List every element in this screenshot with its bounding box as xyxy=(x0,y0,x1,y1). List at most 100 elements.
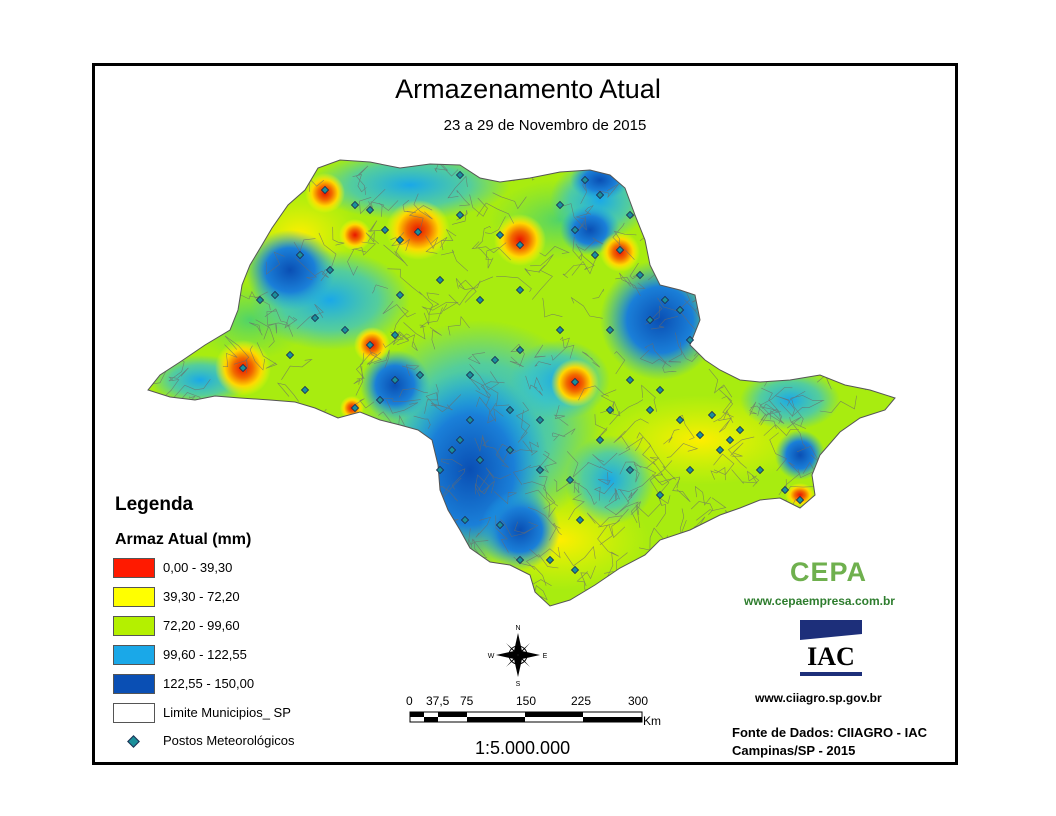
legend-label: Limite Municipios_ SP xyxy=(163,705,291,720)
station-marker xyxy=(413,227,423,237)
scale-unit: Km xyxy=(643,714,661,728)
legend-label: 39,30 - 72,20 xyxy=(163,589,240,604)
station-marker xyxy=(435,465,445,475)
station-marker xyxy=(675,415,685,425)
station-marker xyxy=(660,295,670,305)
station-marker xyxy=(570,225,580,235)
station-marker xyxy=(675,305,685,315)
station-marker xyxy=(238,363,248,373)
station-marker xyxy=(415,370,425,380)
station-marker xyxy=(615,245,625,255)
legend-subheading: Armaz Atual (mm) xyxy=(115,531,252,548)
station-marker xyxy=(605,325,615,335)
station-marker xyxy=(570,377,580,387)
legend-label: 99,60 - 122,55 xyxy=(163,647,247,662)
cepa-url: www.cepaempresa.com.br xyxy=(744,594,895,608)
station-marker xyxy=(545,555,555,565)
scale-tick: 37,5 xyxy=(426,694,450,708)
station-marker xyxy=(595,190,605,200)
station-marker xyxy=(515,285,525,295)
station-marker xyxy=(455,210,465,220)
station-marker xyxy=(555,325,565,335)
scale-tick: 300 xyxy=(628,694,649,708)
station-marker xyxy=(555,200,565,210)
station-marker xyxy=(575,515,585,525)
station-marker xyxy=(475,295,485,305)
cepa-logo: CEPA xyxy=(790,557,868,587)
north-label: N xyxy=(515,625,520,632)
north-arrow: N S E W xyxy=(488,625,548,688)
iac-url: www.ciiagro.sp.gov.br xyxy=(755,691,882,705)
station-marker xyxy=(707,410,717,420)
station-marker xyxy=(300,385,310,395)
iac-logo-text: IAC xyxy=(807,642,855,671)
station-marker xyxy=(285,350,295,360)
east-label: E xyxy=(543,653,548,660)
legend-label: 72,20 - 99,60 xyxy=(163,618,240,633)
station-marker xyxy=(535,415,545,425)
legend-swatch xyxy=(113,674,155,694)
iac-logo: IAC xyxy=(800,620,862,676)
station-marker xyxy=(695,430,705,440)
station-marker xyxy=(495,230,505,240)
legend-swatch xyxy=(113,616,155,636)
station-marker xyxy=(295,250,305,260)
station-marker xyxy=(375,395,385,405)
station-marker xyxy=(735,425,745,435)
station-marker xyxy=(795,495,805,505)
station-marker xyxy=(515,240,525,250)
station-marker xyxy=(565,475,575,485)
station-marker xyxy=(655,385,665,395)
station-marker xyxy=(350,200,360,210)
station-marker xyxy=(505,445,515,455)
scale-tick: 0 xyxy=(406,694,413,708)
station-marker xyxy=(350,403,360,413)
legend-swatch xyxy=(113,703,155,723)
station-marker xyxy=(625,210,635,220)
station-marker xyxy=(365,205,375,215)
station-marker xyxy=(655,490,665,500)
station-marker xyxy=(505,405,515,415)
station-marker xyxy=(465,370,475,380)
legend-label: 0,00 - 39,30 xyxy=(163,560,233,575)
station-marker xyxy=(340,325,350,335)
legend-heading: Legenda xyxy=(115,494,194,515)
scale-tick: 150 xyxy=(516,694,537,708)
station-marker xyxy=(590,250,600,260)
station-marker xyxy=(380,225,390,235)
station-marker xyxy=(310,313,320,323)
station-marker xyxy=(515,555,525,565)
legend-label: Postos Meteorológicos xyxy=(163,733,295,748)
station-marker xyxy=(365,340,375,350)
station-marker xyxy=(580,175,590,185)
source-line-1: Fonte de Dados: CIIAGRO - IAC xyxy=(732,725,927,740)
station-marker xyxy=(390,330,400,340)
station-marker xyxy=(465,415,475,425)
station-marker xyxy=(635,270,645,280)
station-marker xyxy=(447,445,457,455)
west-label: W xyxy=(488,653,495,660)
station-marker xyxy=(515,345,525,355)
station-marker xyxy=(395,235,405,245)
station-marker xyxy=(320,185,330,195)
station-marker xyxy=(570,565,580,575)
station-marker xyxy=(715,445,725,455)
station-marker xyxy=(725,435,735,445)
scale-tick: 225 xyxy=(571,694,592,708)
data-source: Fonte de Dados: CIIAGRO - IAC Campinas/S… xyxy=(732,724,927,760)
station-marker xyxy=(645,315,655,325)
station-marker xyxy=(270,290,280,300)
south-label: S xyxy=(516,681,521,688)
station-marker xyxy=(755,465,765,475)
station-marker xyxy=(435,275,445,285)
station-marker xyxy=(495,520,505,530)
station-marker xyxy=(780,485,790,495)
scale-tick: 75 xyxy=(460,694,474,708)
station-marker xyxy=(595,435,605,445)
station-marker xyxy=(685,465,695,475)
station-marker xyxy=(255,295,265,305)
station-marker xyxy=(625,465,635,475)
legend-swatch xyxy=(113,645,155,665)
station-marker xyxy=(535,465,545,475)
